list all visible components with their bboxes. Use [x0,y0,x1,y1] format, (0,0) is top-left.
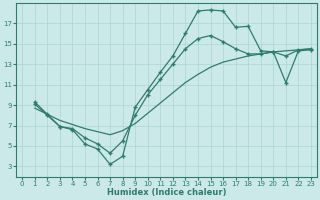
X-axis label: Humidex (Indice chaleur): Humidex (Indice chaleur) [107,188,226,197]
